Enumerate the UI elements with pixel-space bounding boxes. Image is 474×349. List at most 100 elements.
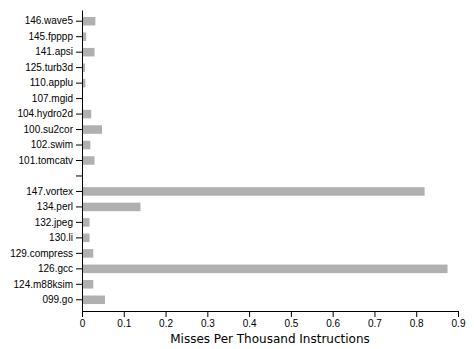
tick-mark [76, 253, 82, 254]
tick-mark [76, 284, 82, 285]
tick-label: 0.1 [117, 318, 131, 329]
tick-mark [76, 175, 82, 176]
bar [82, 296, 105, 305]
tick-label: 130.li [49, 232, 73, 243]
tick-label: 147.vortex [26, 186, 73, 197]
tick: 0.2 [159, 311, 173, 329]
tick-mark [76, 299, 82, 300]
tick-label: 0.6 [326, 318, 340, 329]
tick-label: 100.su2cor [24, 124, 74, 135]
tick-mark [76, 67, 82, 68]
plot: 0 0.1 0.2 0.3 0.4 0.5 0.6 0.7 0.8 0.9 099.go 124.m8… [10, 11, 466, 330]
tick-label: 125.turb3d [25, 62, 73, 73]
tick-label: 134.perl [37, 201, 73, 212]
bar [82, 125, 102, 134]
axis-line [82, 11, 83, 312]
tick: 0.9 [452, 311, 466, 329]
tick-mark [76, 145, 82, 146]
tick: 0.6 [326, 311, 340, 329]
chart: 0 0.1 0.2 0.3 0.4 0.5 0.6 0.7 0.8 0.9 099.go 124.m8… [0, 0, 474, 349]
tick-mark [76, 191, 82, 192]
bar [82, 48, 95, 57]
bar [82, 187, 425, 196]
tick: 134.perl [37, 201, 82, 212]
tick-mark [76, 129, 82, 130]
tick-mark [76, 114, 82, 115]
tick-mark [82, 311, 83, 317]
tick-label: 0 [80, 318, 86, 329]
tick-label: 0.4 [243, 318, 257, 329]
tick-label: 099.go [42, 294, 73, 305]
bar [82, 234, 90, 243]
tick-label: 0.7 [368, 318, 382, 329]
tick: 145.fpppp [29, 31, 83, 42]
tick-mark [76, 206, 82, 207]
tick-label: 104.hydro2d [17, 108, 73, 119]
tick-mark [76, 83, 82, 84]
tick-mark [76, 222, 82, 223]
tick: 099.go [42, 294, 82, 305]
tick-label: 107.mgid [32, 93, 73, 104]
tick-label: 0.3 [201, 318, 215, 329]
tick: 130.li [49, 232, 82, 243]
tick: 147.vortex [26, 186, 82, 197]
tick-mark [76, 160, 82, 161]
tick-label: 0.2 [159, 318, 173, 329]
tick-label: 124.m88ksim [14, 279, 73, 290]
tick: 0.7 [368, 311, 382, 329]
tick-label: 129.compress [10, 248, 73, 259]
tick-mark [76, 237, 82, 238]
tick: 146.wave5 [25, 15, 82, 26]
tick-label: 145.fpppp [29, 31, 74, 42]
tick: 101.tomcatv [19, 155, 82, 166]
tick-label: 0.8 [410, 318, 424, 329]
tick-mark [76, 21, 82, 22]
tick: 0.4 [243, 311, 257, 329]
tick-label: 146.wave5 [25, 15, 74, 26]
bar [82, 141, 90, 150]
tick-mark [291, 311, 292, 317]
tick-mark [374, 311, 375, 317]
bar [82, 156, 95, 165]
tick: 124.m88ksim [14, 279, 82, 290]
tick-mark [333, 311, 334, 317]
tick: 104.hydro2d [17, 108, 82, 119]
bars [82, 17, 448, 304]
tick: 102.swim [31, 139, 82, 150]
x-axis-title: Misses Per Thousand Instructions [170, 332, 370, 346]
bar [82, 110, 91, 119]
tick: 132.jpeg [35, 217, 82, 228]
tick-mark [249, 311, 250, 317]
tick-label: 101.tomcatv [19, 155, 73, 166]
tick: 141.apsi [35, 46, 82, 57]
tick: 129.compress [10, 248, 82, 259]
tick: 0.5 [284, 311, 298, 329]
tick: 110.applu [30, 77, 82, 88]
tick-mark [76, 36, 82, 37]
tick-label: 110.applu [30, 77, 73, 88]
tick: 0.3 [201, 311, 215, 329]
tick-label: 0.9 [452, 318, 466, 329]
tick-mark [207, 311, 208, 317]
tick-mark [166, 311, 167, 317]
bar [82, 249, 93, 258]
tick-mark [76, 52, 82, 53]
bar [82, 218, 90, 227]
tick: 107.mgid [32, 93, 82, 104]
tick-label: 102.swim [31, 139, 73, 150]
tick-mark [416, 311, 417, 317]
tick: 0.8 [410, 311, 424, 329]
y-axis: 099.go 124.m88ksim 126.gcc 129.compress 130.… [10, 11, 82, 312]
tick-label: 0.5 [284, 318, 298, 329]
tick-mark [76, 268, 82, 269]
tick-label: 141.apsi [35, 46, 73, 57]
bar [82, 265, 448, 274]
tick-mark [76, 98, 82, 99]
tick: 125.turb3d [25, 62, 82, 73]
x-axis: 0 0.1 0.2 0.3 0.4 0.5 0.6 0.7 0.8 0.9 [80, 311, 466, 329]
axis-line [83, 311, 459, 312]
tick-mark [458, 311, 459, 317]
tick-label: 126.gcc [38, 263, 73, 274]
tick: 100.su2cor [24, 124, 82, 135]
tick-mark [124, 311, 125, 317]
